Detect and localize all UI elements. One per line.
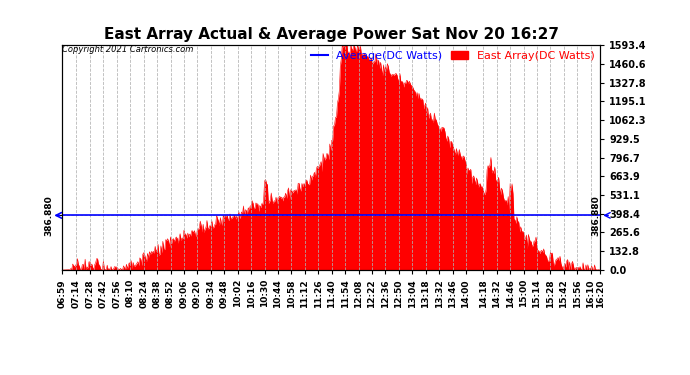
Text: Copyright 2021 Cartronics.com: Copyright 2021 Cartronics.com [62, 45, 193, 54]
Text: 386.880: 386.880 [591, 195, 600, 236]
Legend: Average(DC Watts), East Array(DC Watts): Average(DC Watts), East Array(DC Watts) [311, 51, 595, 61]
Title: East Array Actual & Average Power Sat Nov 20 16:27: East Array Actual & Average Power Sat No… [104, 27, 559, 42]
